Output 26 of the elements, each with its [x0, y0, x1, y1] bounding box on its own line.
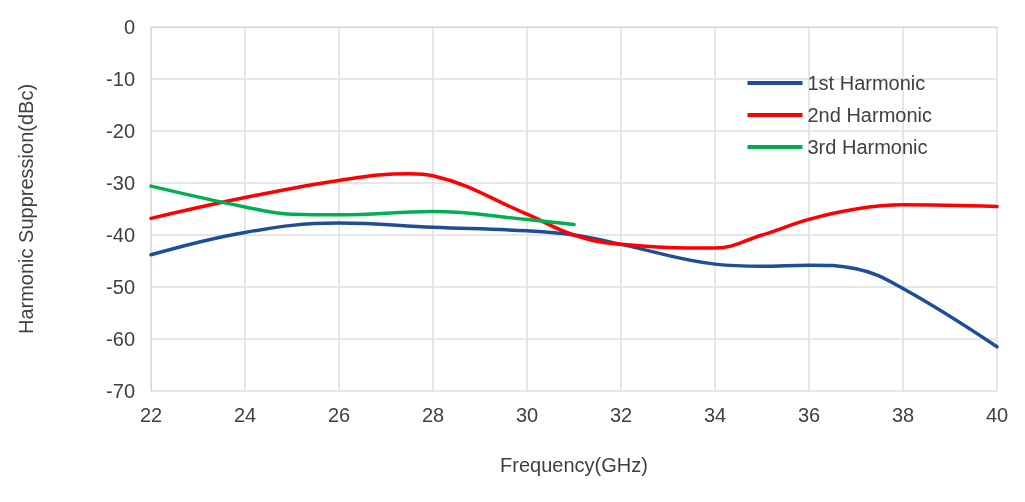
x-tick-label: 22 [139, 404, 163, 426]
legend-label: 2nd Harmonic [807, 104, 933, 126]
line-series [149, 184, 576, 227]
x-tick-label: 32 [609, 404, 633, 426]
x-tick-label: 36 [797, 404, 821, 426]
x-axis-title: Frequency(GHz) [500, 454, 648, 476]
x-tick-label: 26 [327, 404, 351, 426]
y-tick-label: -20 [106, 120, 135, 142]
y-axis-title: Harmonic Suppression(dBc) [15, 83, 37, 335]
line-series [149, 221, 999, 349]
y-tick-label: -50 [106, 276, 135, 298]
line-series [149, 171, 999, 250]
y-tick-label: -10 [106, 68, 135, 90]
x-tick-label: 30 [515, 404, 539, 426]
x-tick-label: 38 [891, 404, 915, 426]
y-tick-label: -60 [106, 328, 135, 350]
x-tick-label: 34 [703, 404, 727, 426]
x-tick-label: 40 [985, 404, 1009, 426]
y-tick-label: -40 [106, 224, 135, 246]
legend-label: 3rd Harmonic [807, 136, 928, 158]
y-tick-label: -30 [106, 172, 135, 194]
legend-label: 1st Harmonic [807, 72, 926, 94]
y-tick-label: 0 [123, 16, 135, 38]
x-tick-label: 28 [421, 404, 445, 426]
x-tick-label: 24 [233, 404, 257, 426]
y-tick-label: -70 [106, 380, 135, 402]
